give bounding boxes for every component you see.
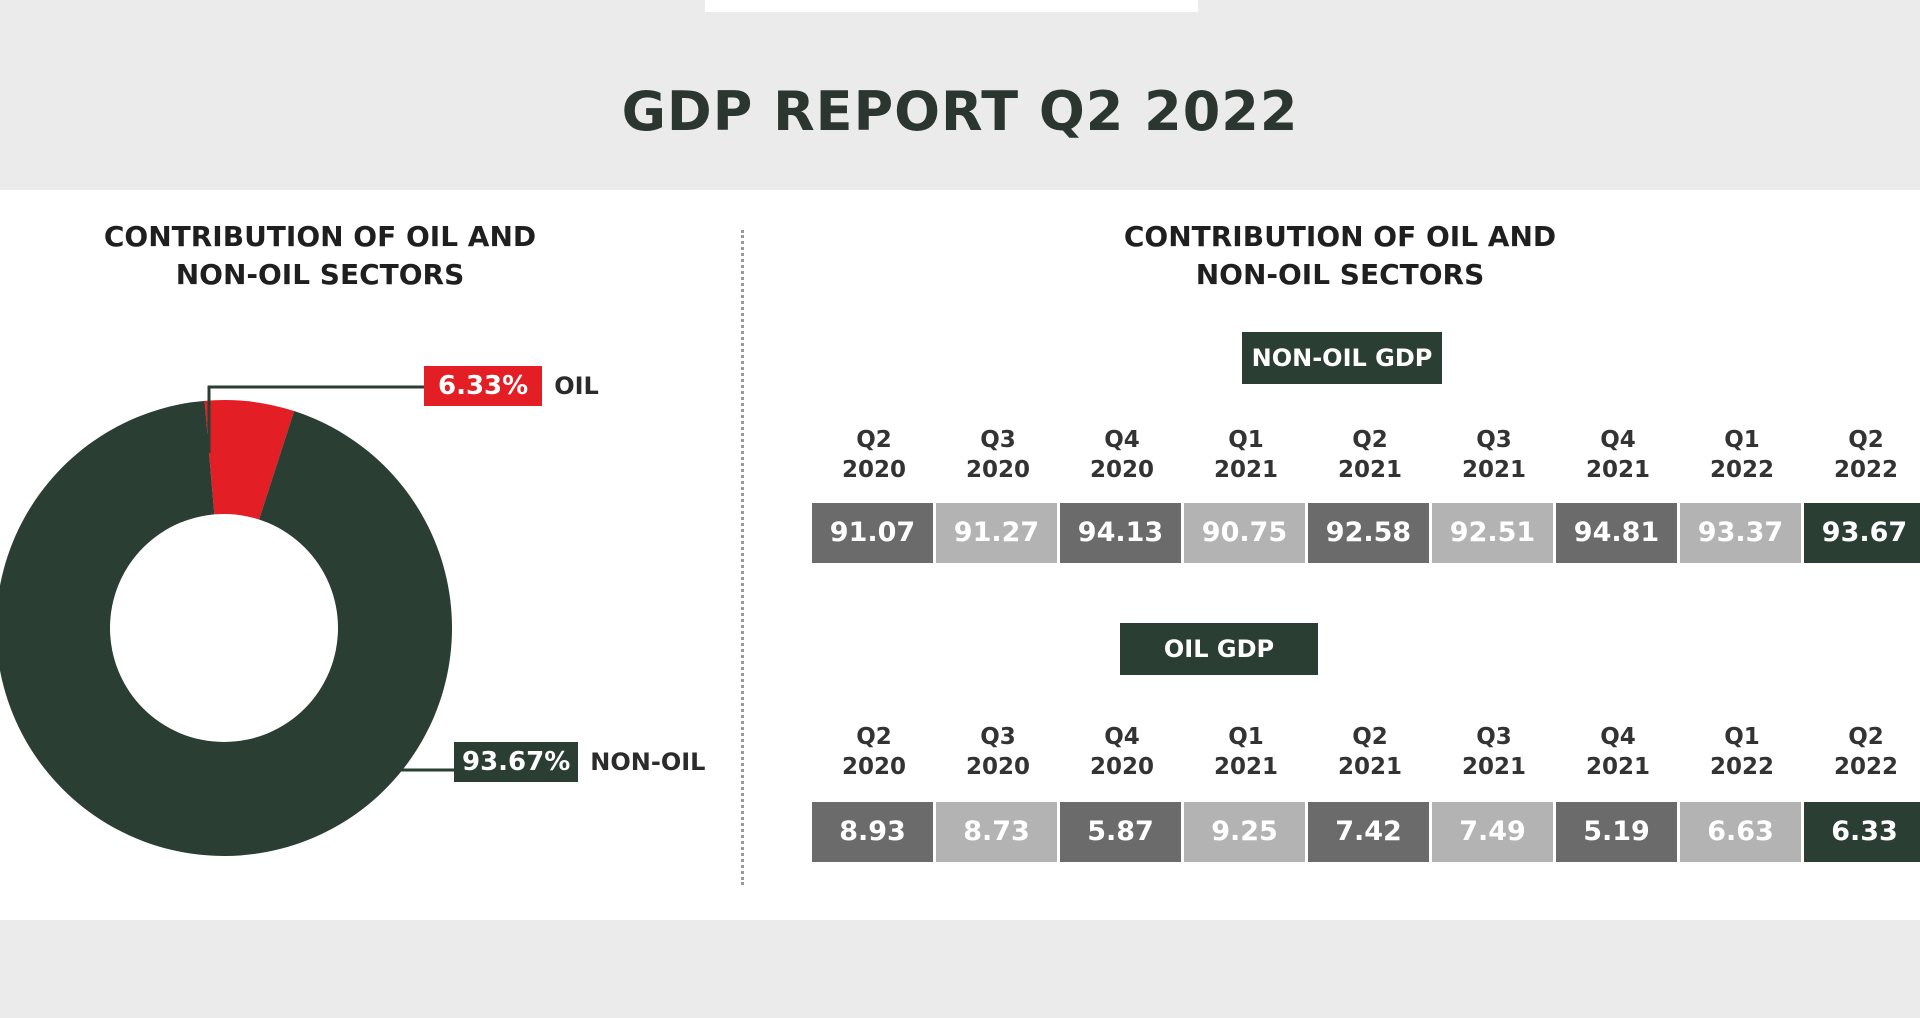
left-title-line-1: CONTRIBUTION OF OIL AND [103, 220, 537, 253]
nonoil-quarter-label-line: 2021 [1213, 457, 1278, 483]
nonoil-quarter-label-line: 2021 [1337, 457, 1402, 483]
oil-quarter-label-line: 2021 [1461, 754, 1526, 780]
oil-quarter-label: Q4 2020 [1060, 722, 1184, 782]
section-divider [741, 230, 744, 885]
oil-quarter-label-line: 2021 [1585, 754, 1650, 780]
oil-quarter-labels: Q2 2020 Q3 2020 Q4 2020 Q1 2021 Q2 2021 Q3 2021 Q4 20… [812, 722, 1920, 782]
oil-value-cell: 5.87 [1060, 802, 1181, 862]
oil-quarter-label-line: Q4 [1600, 724, 1636, 750]
oil-quarter-label-line: 2021 [1213, 754, 1278, 780]
nonoil-quarter-label-line: Q1 [1228, 427, 1264, 453]
nonoil-gdp-badge: NON-OIL GDP [1242, 332, 1442, 384]
oil-quarter-label: Q4 2021 [1556, 722, 1680, 782]
nonoil-quarter-label-line: 2020 [965, 457, 1030, 483]
nonoil-quarter-labels: Q2 2020 Q3 2020 Q4 2020 Q1 2021 Q2 2021 Q3 2021 Q4 20… [812, 425, 1920, 485]
oil-quarter-label: Q1 2022 [1680, 722, 1804, 782]
oil-quarter-label-line: Q3 [980, 724, 1016, 750]
nonoil-quarter-label-line: Q3 [1476, 427, 1512, 453]
report-panel: CONTRIBUTION OF OIL AND NON-OIL SECTORS … [0, 190, 1920, 920]
nonoil-value-cell: 91.27 [936, 503, 1057, 563]
nonoil-quarter-label: Q1 2022 [1680, 425, 1804, 485]
oil-quarter-label-line: Q1 [1228, 724, 1264, 750]
oil-share-label: OIL [554, 372, 599, 400]
right-title-line-2: NON-OIL SECTORS [1195, 258, 1485, 291]
nonoil-value-cell: 94.13 [1060, 503, 1181, 563]
nonoil-quarter-label-line: Q3 [980, 427, 1016, 453]
nonoil-quarter-label-line: 2020 [1089, 457, 1154, 483]
nonoil-value-cell: 93.67 [1804, 503, 1920, 563]
oil-gdp-badge: OIL GDP [1120, 623, 1318, 675]
donut-chart [0, 385, 454, 856]
nonoil-quarter-label: Q4 2020 [1060, 425, 1184, 485]
oil-quarter-label-line: 2022 [1709, 754, 1774, 780]
nonoil-quarter-label-line: Q4 [1600, 427, 1636, 453]
nonoil-gdp-row: 91.07 91.27 94.13 90.75 92.58 92.51 94.81 93.37… [812, 503, 1920, 563]
nonoil-quarter-label-line: Q2 [856, 427, 892, 453]
oil-quarter-label: Q2 2021 [1308, 722, 1432, 782]
oil-quarter-label: Q2 2022 [1804, 722, 1920, 782]
nonoil-quarter-label-line: Q2 [1848, 427, 1884, 453]
oil-quarter-label-line: 2020 [1089, 754, 1154, 780]
nonoil-callout: 93.67% NON-OIL [454, 742, 705, 782]
oil-share-value: 6.33% [424, 366, 543, 406]
oil-quarter-label-line: Q3 [1476, 724, 1512, 750]
nonoil-quarter-label: Q4 2021 [1556, 425, 1680, 485]
oil-quarter-label-line: 2022 [1833, 754, 1898, 780]
nonoil-quarter-label-line: Q1 [1724, 427, 1760, 453]
oil-quarter-label-line: Q1 [1724, 724, 1760, 750]
nonoil-quarter-label-line: Q4 [1104, 427, 1140, 453]
nonoil-share-label: NON-OIL [590, 748, 706, 776]
nonoil-value-cell: 91.07 [812, 503, 933, 563]
oil-value-cell: 8.93 [812, 802, 933, 862]
right-title-line-1: CONTRIBUTION OF OIL AND [1123, 220, 1557, 253]
oil-quarter-label-line: Q2 [1352, 724, 1388, 750]
nonoil-quarter-label: Q3 2020 [936, 425, 1060, 485]
nonoil-quarter-label-line: 2022 [1709, 457, 1774, 483]
oil-quarter-label-line: 2020 [841, 754, 906, 780]
nonoil-value-cell: 92.51 [1432, 503, 1553, 563]
oil-value-cell: 7.42 [1308, 802, 1429, 862]
oil-value-cell: 9.25 [1184, 802, 1305, 862]
nonoil-quarter-label: Q2 2021 [1308, 425, 1432, 485]
oil-quarter-label-line: Q4 [1104, 724, 1140, 750]
oil-value-cell: 5.19 [1556, 802, 1677, 862]
oil-value-cell: 7.49 [1432, 802, 1553, 862]
nonoil-quarter-label: Q1 2021 [1184, 425, 1308, 485]
nonoil-quarter-label: Q2 2020 [812, 425, 936, 485]
nonoil-value-cell: 94.81 [1556, 503, 1677, 563]
oil-value-cell: 6.63 [1680, 802, 1801, 862]
oil-quarter-label-line: Q2 [856, 724, 892, 750]
nonoil-quarter-label-line: 2021 [1585, 457, 1650, 483]
report-title: GDP REPORT Q2 2022 [621, 80, 1299, 143]
nonoil-quarter-label-line: Q2 [1352, 427, 1388, 453]
oil-quarter-label: Q3 2020 [936, 722, 1060, 782]
nonoil-quarter-label: Q2 2022 [1804, 425, 1920, 485]
oil-quarter-label-line: Q2 [1848, 724, 1884, 750]
left-section-title: CONTRIBUTION OF OIL AND NON-OIL SECTORS [0, 218, 640, 294]
oil-quarter-label: Q1 2021 [1184, 722, 1308, 782]
left-title-line-2: NON-OIL SECTORS [175, 258, 465, 291]
nonoil-value-cell: 90.75 [1184, 503, 1305, 563]
oil-quarter-label-line: 2021 [1337, 754, 1402, 780]
donut-hole [110, 514, 338, 742]
footer-band [0, 920, 1920, 1018]
nonoil-quarter-label-line: 2022 [1833, 457, 1898, 483]
oil-quarter-label-line: 2020 [965, 754, 1030, 780]
nonoil-quarter-label: Q3 2021 [1432, 425, 1556, 485]
right-section-title: CONTRIBUTION OF OIL AND NON-OIL SECTORS [940, 218, 1740, 294]
oil-value-cell: 6.33 [1804, 802, 1920, 862]
top-bar [705, 0, 1198, 12]
oil-value-cell: 8.73 [936, 802, 1057, 862]
nonoil-quarter-label-line: 2021 [1461, 457, 1526, 483]
nonoil-quarter-label-line: 2020 [841, 457, 906, 483]
oil-quarter-label: Q3 2021 [1432, 722, 1556, 782]
nonoil-value-cell: 93.37 [1680, 503, 1801, 563]
oil-quarter-label: Q2 2020 [812, 722, 936, 782]
nonoil-share-value: 93.67% [454, 742, 579, 782]
oil-leader-line [207, 385, 424, 453]
oil-gdp-row: 8.93 8.73 5.87 9.25 7.42 7.49 5.19 6.63 6.33 [812, 802, 1920, 862]
nonoil-value-cell: 92.58 [1308, 503, 1429, 563]
oil-callout: 6.33% OIL [424, 366, 599, 406]
